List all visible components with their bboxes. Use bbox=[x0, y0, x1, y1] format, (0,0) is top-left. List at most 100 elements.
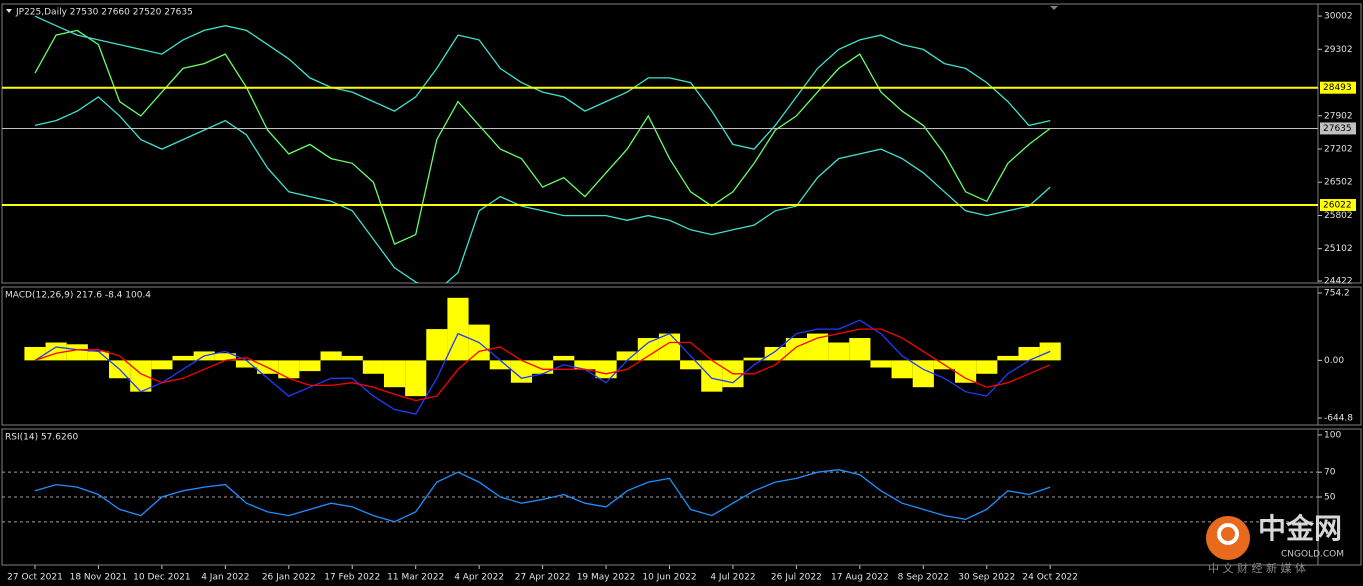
y-tick-label: 25102 bbox=[1324, 244, 1353, 254]
y-tick-label: -644.8 bbox=[1324, 414, 1353, 424]
histogram-bar bbox=[405, 360, 427, 397]
x-tick-label: 26 Jan 2022 bbox=[262, 573, 316, 583]
histogram-bar bbox=[532, 360, 554, 374]
axis-frame bbox=[1317, 286, 1362, 426]
histogram-bar bbox=[574, 360, 596, 370]
y-tick-label: 70 bbox=[1324, 468, 1336, 478]
price-label-box bbox=[1320, 122, 1356, 135]
x-tick-label: 24 Oct 2022 bbox=[1022, 573, 1078, 583]
histogram-bar bbox=[489, 360, 511, 370]
y-tick-label: 26502 bbox=[1324, 178, 1353, 188]
series-line bbox=[34, 319, 1051, 415]
histogram-bar bbox=[66, 344, 88, 361]
scroll-marker[interactable] bbox=[1050, 6, 1058, 10]
brand: 中金网 bbox=[1258, 512, 1342, 545]
y-tick-label: 25802 bbox=[1324, 211, 1353, 221]
histogram-bar bbox=[870, 360, 892, 368]
panel: 28493 26022 27635 30002 29302 27902 27202 26502… bbox=[1, 3, 1362, 287]
y-tick-label: 50 bbox=[1324, 493, 1336, 503]
axis-frame bbox=[1317, 3, 1362, 284]
x-tick-label: 4 Jul 2022 bbox=[710, 573, 755, 583]
histogram-bar bbox=[891, 360, 913, 379]
histogram-bar bbox=[976, 360, 998, 374]
histogram-bar bbox=[701, 360, 723, 392]
x-tick-label: 8 Sep 2022 bbox=[898, 573, 949, 583]
histogram-bar bbox=[214, 353, 236, 361]
y-tick-label: 754.2 bbox=[1324, 288, 1350, 298]
histogram-bar bbox=[828, 342, 850, 361]
x-tick-label: 19 May 2022 bbox=[577, 573, 636, 583]
histogram-bar bbox=[341, 355, 363, 361]
histogram-bar bbox=[637, 338, 659, 361]
histogram-bar bbox=[45, 342, 67, 361]
panel-title: RSI(14) 57.6260 bbox=[5, 433, 78, 443]
y-tick-label: 27902 bbox=[1324, 111, 1353, 121]
histogram-bar bbox=[362, 360, 384, 374]
histogram-bar bbox=[997, 355, 1019, 361]
panel: 100 70 50 RSI(14) 57.6260 bbox=[1, 428, 1362, 566]
x-tick-label: 4 Jan 2022 bbox=[201, 573, 249, 583]
y-tick-label: 100 bbox=[1324, 430, 1341, 440]
histogram-bar bbox=[785, 338, 807, 361]
histogram-bar bbox=[849, 338, 871, 361]
logo-mark bbox=[1217, 523, 1239, 545]
plot-area bbox=[2, 15, 1318, 283]
site: CNGOLD.COM bbox=[1281, 550, 1344, 560]
y-tick-label: 0.00 bbox=[1324, 356, 1344, 366]
series-line bbox=[34, 96, 1051, 283]
series-line bbox=[34, 29, 1051, 245]
menu-arrow[interactable] bbox=[6, 9, 12, 13]
panels: 28493 26022 27635 30002 29302 27902 27202 26502… bbox=[1, 3, 1362, 583]
series-line bbox=[34, 469, 1051, 523]
y-tick-label: 29302 bbox=[1324, 45, 1353, 55]
histogram-bar bbox=[172, 355, 194, 361]
x-tick-label: 10 Jun 2022 bbox=[642, 573, 696, 583]
watermark: 中金网 CNGOLD.COM 中 文 财 经 新 媒 体 bbox=[1206, 512, 1344, 575]
histogram-bar bbox=[955, 360, 977, 383]
y-tick-label: 30002 bbox=[1324, 12, 1353, 22]
x-tick-label: 26 Jul 2022 bbox=[771, 573, 822, 583]
histogram-bar bbox=[130, 360, 152, 392]
x-tick-label: 17 Feb 2022 bbox=[324, 573, 380, 583]
price-label: 26022 bbox=[1323, 201, 1352, 211]
histogram-bar bbox=[658, 333, 681, 361]
price-label-box bbox=[1320, 199, 1356, 212]
x-tick-label: 4 Apr 2022 bbox=[454, 573, 504, 583]
series-line bbox=[34, 328, 1051, 402]
histogram-bar bbox=[278, 360, 300, 379]
price-label: 28493 bbox=[1323, 83, 1352, 93]
x-tick-label: 30 Sep 2022 bbox=[958, 573, 1015, 583]
histogram-bar bbox=[595, 360, 617, 379]
panel-title: JP225,Daily 27530 27660 27520 27635 bbox=[15, 8, 193, 18]
panel: 754.2 0.00 -644.8 MACD(12,26,9) 217.6 -8.4 … bbox=[1, 286, 1362, 426]
histogram-bar bbox=[553, 355, 575, 361]
plot-area bbox=[24, 297, 1061, 415]
histogram-bar bbox=[87, 351, 110, 361]
histogram-bar bbox=[764, 346, 786, 361]
histogram-bar bbox=[299, 360, 321, 372]
x-tick-label: 18 Nov 2021 bbox=[70, 573, 128, 583]
histogram-bar bbox=[1018, 346, 1040, 361]
y-tick-label: 24422 bbox=[1324, 277, 1353, 287]
histogram-bar bbox=[447, 297, 469, 361]
price-label-box bbox=[1320, 81, 1356, 94]
x-tick-label: 27 Oct 2021 bbox=[7, 573, 63, 583]
price-label: 27635 bbox=[1323, 124, 1352, 134]
x-tick-label: 11 Mar 2022 bbox=[387, 573, 444, 583]
x-tick-label: 10 Dec 2021 bbox=[133, 573, 191, 583]
histogram-bar bbox=[616, 351, 638, 361]
histogram-bar bbox=[235, 360, 258, 368]
y-tick-label: 27202 bbox=[1324, 145, 1353, 155]
logo bbox=[1206, 516, 1250, 560]
plot-area bbox=[2, 469, 1318, 523]
histogram-bar bbox=[383, 360, 406, 388]
slogan: 中 文 财 经 新 媒 体 bbox=[1208, 561, 1306, 575]
x-tick-label: 17 Aug 2022 bbox=[831, 573, 889, 583]
histogram-bar bbox=[320, 351, 342, 361]
x-tick-label: 27 Apr 2022 bbox=[515, 573, 571, 583]
histogram-bar bbox=[426, 329, 448, 361]
series-line bbox=[34, 15, 1051, 150]
histogram-bar bbox=[680, 360, 702, 370]
